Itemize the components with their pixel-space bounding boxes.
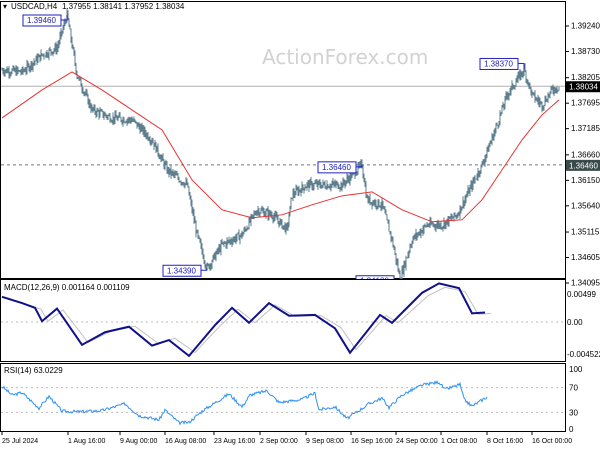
price-tick-label: 1.36660 [571,150,600,159]
price-annotation-label: 1.38370 [484,59,513,68]
price-tick-label: 1.37695 [571,99,600,108]
chart-menu-triangle-icon[interactable]: ▾ [3,2,7,11]
price-tick-label: 1.37185 [571,124,600,133]
price-annotation-label: 1.36460 [322,163,351,172]
current-price-tag [566,81,600,93]
rsi-pane: RSI(14) 63.0229 100 70 30 0 [0,363,583,434]
macd-tick-label: 0.00499 [567,290,596,299]
rsi-tick-label: 100 [569,365,583,374]
time-tick-label: 9 Aug 00:00 [120,438,157,445]
macd-pane: MACD(12,26,9) 0.001164 0.001109 0.00499 0… [0,279,600,362]
chart-title: USDCAD,H4 [11,2,58,11]
price-tick-label: 1.36150 [571,176,600,185]
watermark: ActionForex.com [262,45,428,69]
time-tick-label: 2 Sep 00:00 [260,438,298,445]
time-tick-label: 24 Sep 00:00 [396,438,438,445]
current-price-tag-label: 1.38034 [569,83,598,92]
price-pane: ActionForex.com ▾ USDCAD,H4 1.37955 1.38… [0,1,600,287]
price-tick-label: 1.34605 [571,253,600,262]
level-price-tag-label: 1.36460 [569,161,598,170]
time-tick-label: 16 Sep 16:00 [351,438,393,445]
time-tick-label: 9 Sep 08:00 [306,438,344,445]
rsi-title: RSI(14) 63.0229 [4,366,63,375]
macd-line [1,282,486,358]
time-tick-label: 16 Oct 00:00 [532,438,572,445]
time-tick-label: 23 Aug 16:00 [214,438,255,445]
time-tick-label: 8 Oct 16:00 [487,438,523,445]
rsi-line [1,380,488,426]
ohlc-readout: 1.37955 1.38141 1.37952 1.38034 [62,2,185,11]
price-tick-label: 1.39240 [571,22,600,31]
price-annotation-label: 1.34390 [167,266,196,275]
price-tick-label: 1.34095 [571,278,600,287]
time-tick-label: 16 Aug 08:00 [165,438,206,445]
rsi-tick-label: 0 [569,425,574,434]
moving-average-line [1,71,560,223]
price-tick-label: 1.38730 [571,47,600,56]
time-tick-label: 1 Aug 16:00 [68,438,105,445]
price-tick-label: 1.38205 [571,73,600,82]
macd-title: MACD(12,26,9) 0.001164 0.001109 [4,283,130,292]
price-annotation-label: 1.39460 [27,16,56,25]
macd-signal-line [7,286,492,354]
macd-tick-label: 0.00 [567,318,583,327]
rsi-tick-label: 30 [569,408,578,417]
price-tick-label: 1.35640 [571,201,600,210]
macd-tick-label: -0.004522 [567,350,600,359]
time-tick-label: 25 Jul 2024 [2,438,38,445]
rsi-tick-label: 70 [569,384,578,393]
level-price-tag [566,159,600,171]
price-tick-label: 1.35115 [571,228,600,237]
time-tick-label: 1 Oct 08:00 [441,438,477,445]
